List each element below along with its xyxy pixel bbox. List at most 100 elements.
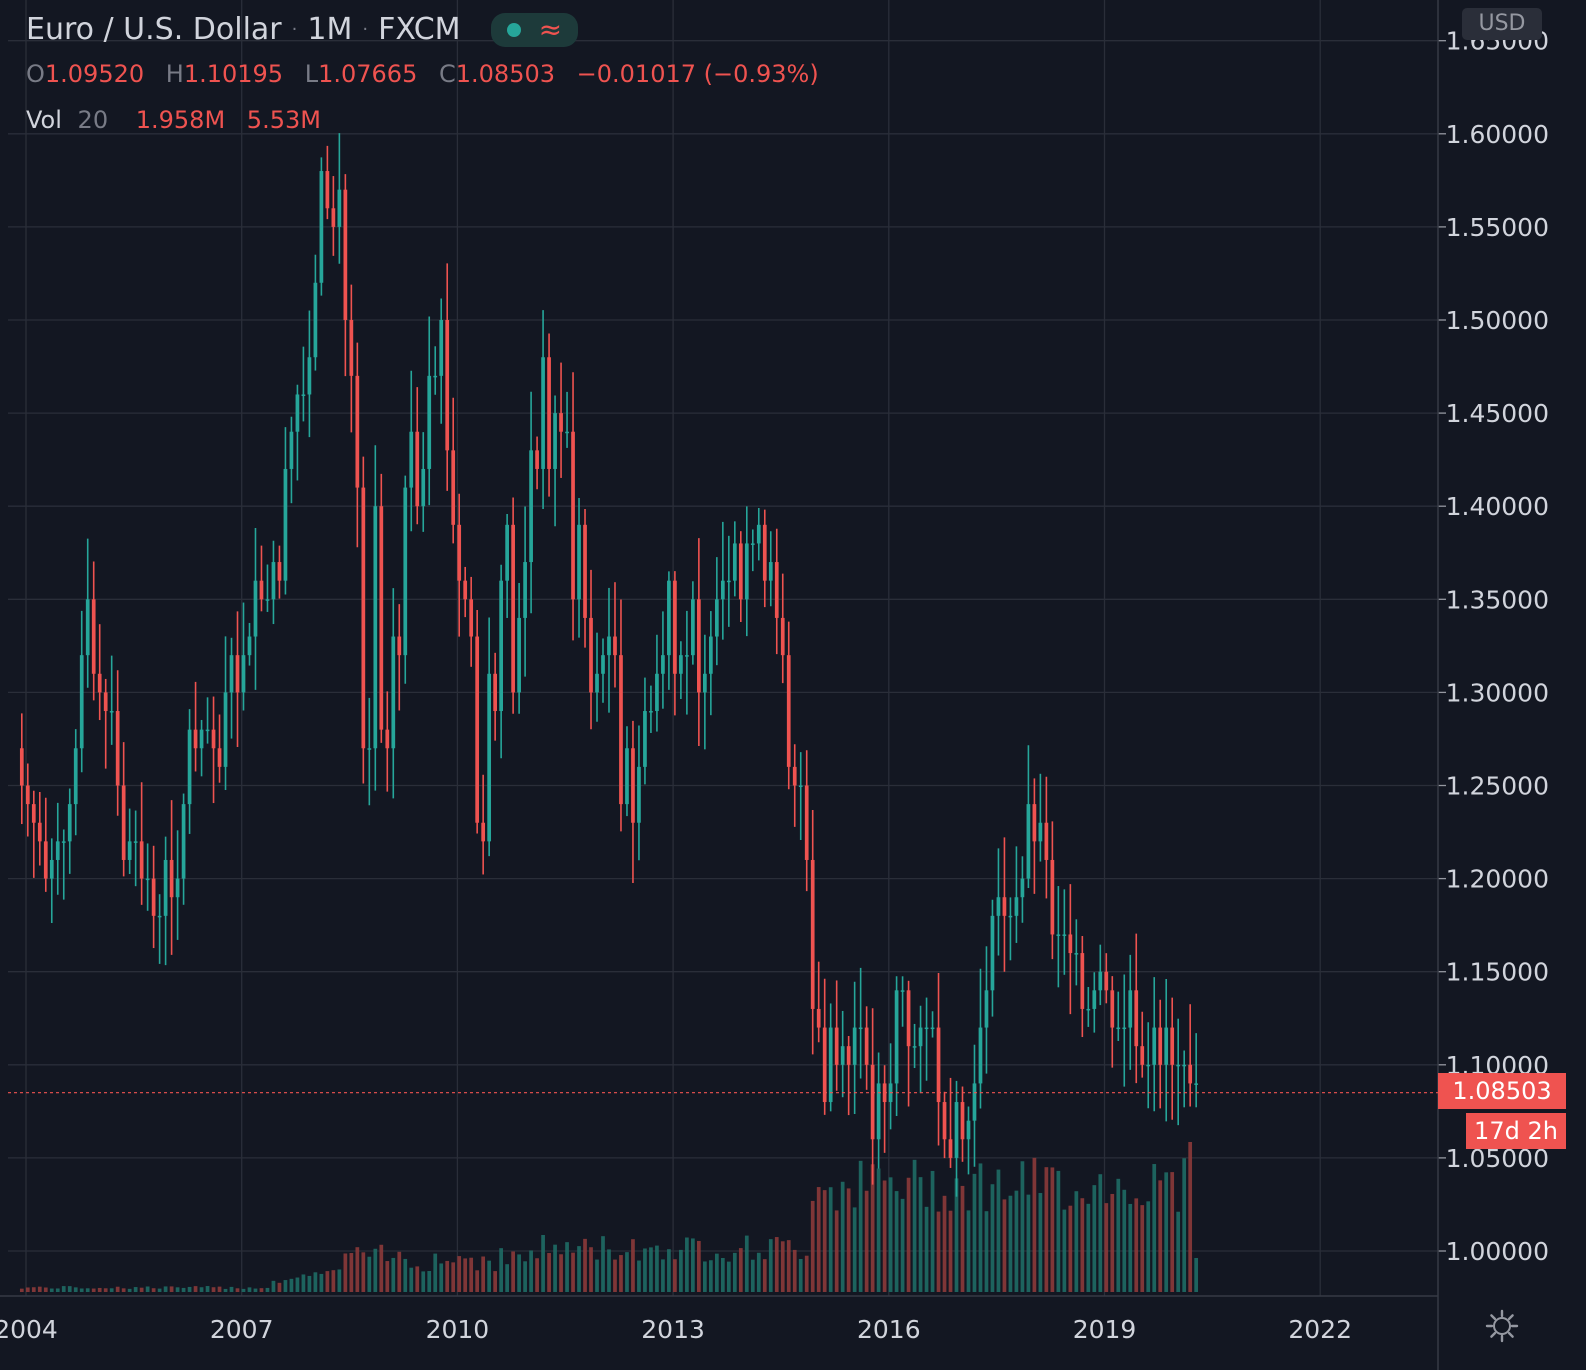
volume-bar: [720, 1257, 725, 1292]
candle-body: [756, 524, 761, 544]
last-price-tag: 1.08503: [1438, 1073, 1566, 1109]
volume-bar: [589, 1247, 593, 1292]
candle-body: [1050, 859, 1055, 935]
candle-body: [307, 357, 312, 395]
candle-body: [295, 394, 300, 432]
candle-body: [529, 450, 533, 563]
volume-bar: [1110, 1193, 1115, 1292]
candle-body: [139, 841, 144, 879]
candle-body: [1110, 990, 1115, 1028]
candle-body: [595, 673, 599, 693]
candle-body: [1146, 1064, 1151, 1067]
candle-body: [774, 562, 779, 618]
volume-bar: [577, 1246, 581, 1292]
candle-body: [714, 599, 719, 637]
candle-body: [505, 524, 509, 581]
market-status-pill[interactable]: ≈: [490, 12, 579, 47]
candle-body: [475, 636, 480, 823]
volume-bar: [1158, 1180, 1163, 1292]
volume-bar: [661, 1259, 665, 1292]
candle-body: [655, 673, 659, 712]
volume-bar: [325, 1271, 330, 1292]
x-tick-label: 2004: [0, 1315, 58, 1344]
candle-body: [685, 655, 689, 657]
volume-bar: [816, 1187, 821, 1292]
volume-bar: [691, 1238, 695, 1292]
candle-body: [253, 580, 258, 637]
volume-bar: [625, 1252, 629, 1292]
candle-body: [331, 208, 336, 227]
volume-bar: [1092, 1185, 1097, 1292]
volume-bar: [649, 1247, 653, 1292]
volume-bar: [283, 1280, 288, 1292]
volume-bar: [67, 1286, 72, 1292]
volume-bar: [685, 1237, 689, 1292]
y-tick-label: 1.45000: [1446, 399, 1549, 428]
interval-label[interactable]: 1M: [307, 12, 353, 47]
volume-bar: [906, 1177, 911, 1292]
candle-body: [97, 673, 102, 693]
x-tick-label: 2010: [426, 1315, 490, 1344]
volume-bar: [175, 1287, 180, 1292]
volume-bar: [858, 1160, 863, 1292]
volume-bar: [499, 1248, 503, 1292]
candle-body: [379, 506, 384, 730]
candle-body: [918, 1027, 923, 1047]
candle-body: [511, 524, 515, 693]
candle-body: [996, 897, 1001, 916]
volume-bar: [583, 1238, 587, 1292]
volume-bar: [876, 1168, 881, 1292]
volume-bar: [1032, 1157, 1037, 1292]
candle-body: [900, 990, 905, 992]
volume-bar: [115, 1286, 120, 1292]
volume-readout[interactable]: Vol 20 1.958M 5.53M: [26, 106, 335, 134]
candle-body: [1194, 1083, 1199, 1085]
volume-bar: [1146, 1201, 1151, 1292]
candle-body: [421, 468, 426, 507]
candle-body: [1080, 953, 1085, 1009]
volume-bar: [1038, 1193, 1043, 1292]
candle-body: [619, 655, 623, 805]
candle-body: [523, 562, 527, 618]
volume-bars: [19, 1142, 1199, 1292]
candle-body: [31, 804, 36, 823]
candle-body: [864, 1027, 869, 1065]
volume-bar: [1002, 1199, 1007, 1292]
volume-bar: [331, 1270, 336, 1292]
volume-label: Vol: [26, 106, 62, 134]
candle-body: [349, 320, 354, 376]
candle-body: [1116, 1027, 1121, 1030]
settings-gear-icon[interactable]: [1484, 1308, 1520, 1344]
volume-bar: [900, 1198, 905, 1292]
volume-bar: [1086, 1203, 1091, 1292]
candle-body: [217, 748, 222, 767]
volume-bar: [49, 1288, 54, 1292]
volume-bar: [756, 1252, 761, 1292]
candle-body: [103, 692, 108, 712]
volume-bar: [643, 1248, 647, 1292]
candle-body: [493, 673, 498, 712]
volume-bar: [667, 1249, 671, 1292]
candle-body: [355, 375, 360, 488]
volume-bar: [337, 1269, 342, 1292]
volume-bar: [85, 1288, 90, 1292]
volume-bar: [1020, 1161, 1025, 1292]
volume-bar: [91, 1288, 96, 1292]
candle-body: [1038, 822, 1043, 842]
volume-bar: [1044, 1167, 1049, 1292]
candle-body: [181, 804, 186, 879]
candle-body: [43, 841, 48, 879]
candles: [19, 133, 1199, 1197]
candle-body: [1008, 915, 1013, 918]
volume-bar: [265, 1287, 270, 1292]
candle-body: [1026, 804, 1031, 879]
y-tick-label: 1.55000: [1446, 213, 1549, 242]
candle-body: [517, 617, 521, 693]
volume-bar: [762, 1259, 767, 1292]
currency-button[interactable]: USD: [1462, 8, 1542, 40]
symbol-title[interactable]: Euro / U.S. Dollar · 1M · FXCM ≈: [26, 12, 579, 47]
candle-body: [936, 1027, 941, 1103]
volume-length: 20: [77, 106, 109, 134]
market-open-dot-icon: [506, 22, 521, 37]
